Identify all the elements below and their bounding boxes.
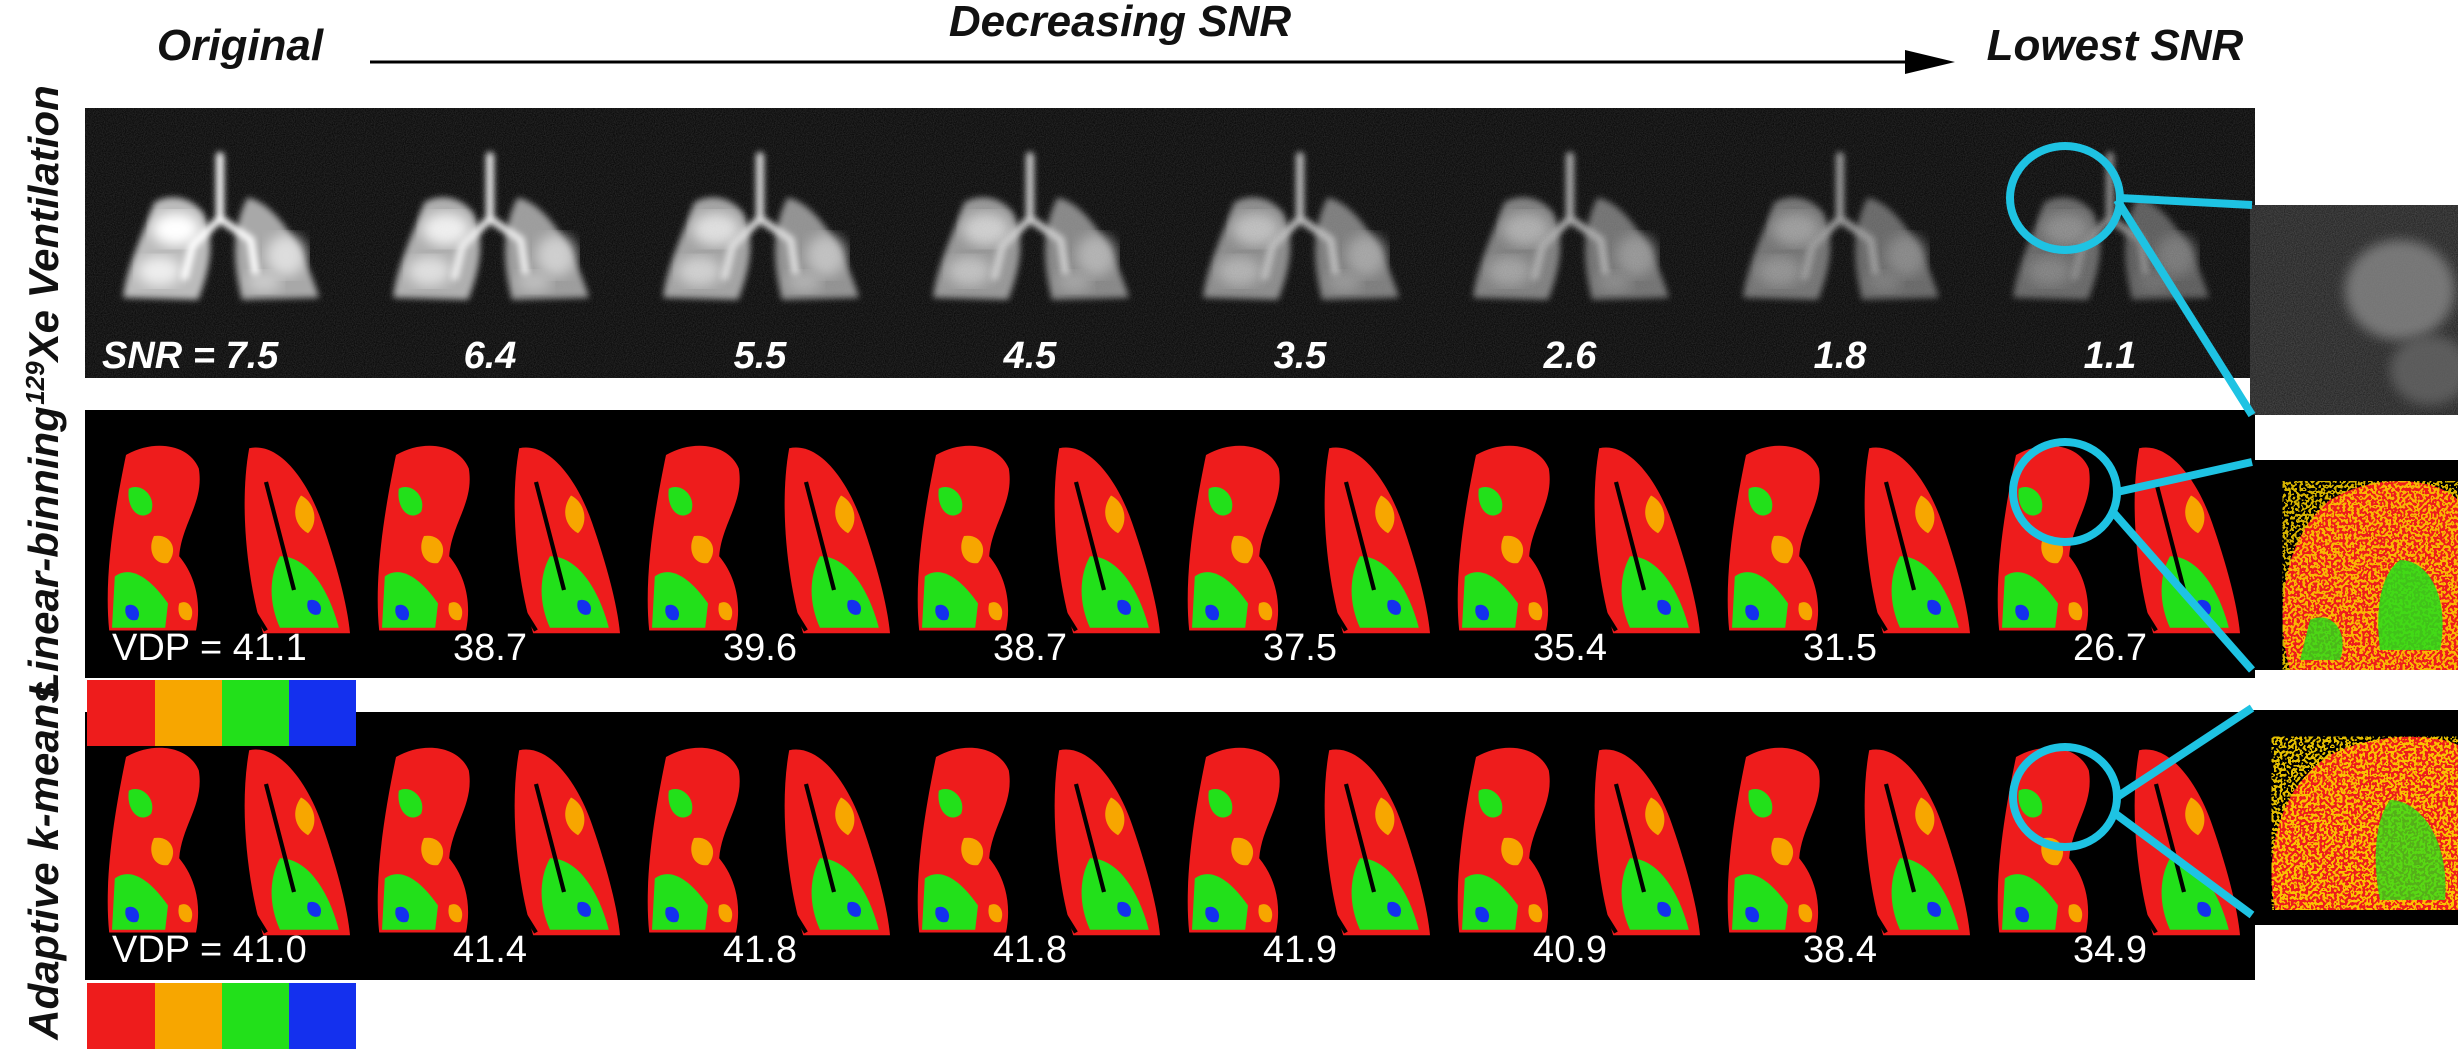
colorbar-red-swatch: [87, 983, 155, 1049]
snr-value: 6.4: [464, 335, 517, 377]
header-decreasing-snr: Decreasing SNR: [949, 0, 1292, 46]
snr-value: 3.5: [1274, 335, 1328, 377]
row-label-adaptive-kmeans: Adaptive k-means: [20, 680, 67, 1040]
vdp-value: 34.9: [2073, 929, 2147, 971]
linear-cell: 38.7: [918, 446, 1160, 669]
vdp-value: 38.7: [453, 627, 527, 669]
vdp-value: 38.7: [993, 627, 1067, 669]
kmeans-cell: 41.8: [648, 748, 890, 971]
row-label-linear-binning: Linear-binning: [20, 406, 67, 698]
linear-cell: 38.7: [378, 446, 620, 669]
colorbar-linear: [87, 680, 356, 746]
snr-value: SNR = 7.5: [102, 335, 279, 377]
linear-binning-panel: VDP = 41.1 38.7 39.6 38.7 37.5 35.4 31.5 26.7: [85, 410, 2255, 678]
linear-cell: 31.5: [1728, 446, 1970, 669]
colorbar-orange-swatch: [155, 983, 222, 1049]
linear-cell: 26.7: [1998, 446, 2240, 669]
ventilation-panel: SNR = 7.5 6.4 5.5 4.5 3.5 2.6 1.8 1.1: [85, 108, 2255, 378]
snr-value: 1.1: [2084, 335, 2137, 377]
vdp-value: 31.5: [1803, 627, 1877, 669]
highlight-connectors: [2006, 142, 2256, 919]
ventilation-cell: 5.5: [663, 156, 859, 377]
vdp-value: 41.9: [1263, 929, 1337, 971]
vdp-value: 39.6: [723, 627, 797, 669]
zoom-inset-ventilation: [2250, 205, 2458, 415]
vdp-value: 37.5: [1263, 627, 1337, 669]
linear-cell: VDP = 41.1: [108, 446, 350, 669]
zoom-inset-kmeans: [2250, 710, 2458, 925]
label-text: Xe Ventilation: [20, 85, 67, 363]
colorbar-green-swatch: [222, 983, 289, 1049]
colorbar-red-swatch: [87, 680, 155, 746]
kmeans-cell: 41.8: [918, 748, 1160, 971]
vdp-value: 41.8: [723, 929, 797, 971]
snr-value: 5.5: [734, 335, 788, 377]
snr-value: 1.8: [1814, 335, 1868, 377]
ventilation-cell: 3.5: [1203, 156, 1399, 377]
snr-value: 4.5: [1003, 335, 1058, 377]
kmeans-cell: 41.9: [1188, 748, 1430, 971]
vdp-value: 41.4: [453, 929, 527, 971]
right-arrow-icon: [370, 50, 1955, 74]
header-original: Original: [157, 21, 324, 70]
kmeans-cell: 41.4: [378, 748, 620, 971]
header-lowest-snr: Lowest SNR: [1987, 21, 2244, 70]
vdp-value: 41.8: [993, 929, 1067, 971]
row-label-ventilation: 129Xe Ventilation: [20, 85, 67, 405]
kmeans-cell: 34.9: [1998, 748, 2240, 971]
label-superscript: 129: [20, 361, 50, 405]
colorbar-blue-swatch: [289, 680, 356, 746]
ventilation-cell: SNR = 7.5: [102, 156, 319, 377]
kmeans-cell: VDP = 41.0: [108, 748, 350, 971]
vdp-value: 38.4: [1803, 929, 1877, 971]
ventilation-cell: 1.1: [2013, 156, 2209, 377]
linear-cell: 39.6: [648, 446, 890, 669]
vdp-value: VDP = 41.0: [112, 929, 307, 971]
vdp-value: 26.7: [2073, 627, 2147, 669]
kmeans-cell: 40.9: [1458, 748, 1700, 971]
snr-value: 2.6: [1543, 335, 1598, 377]
vdp-value: VDP = 41.1: [112, 627, 307, 669]
vdp-value: 40.9: [1533, 929, 1607, 971]
ventilation-cell: 2.6: [1473, 156, 1669, 377]
zoom-inset-linear: [2250, 460, 2458, 670]
colorbar-kmeans: [87, 983, 356, 1049]
ventilation-cell: 1.8: [1743, 156, 1939, 377]
vdp-value: 35.4: [1533, 627, 1607, 669]
kmeans-cell: 38.4: [1728, 748, 1970, 971]
ventilation-cell: 4.5: [933, 156, 1129, 377]
colorbar-green-swatch: [222, 680, 289, 746]
linear-cell: 35.4: [1458, 446, 1700, 669]
linear-cell: 37.5: [1188, 446, 1430, 669]
ventilation-cell: 6.4: [393, 156, 589, 377]
kmeans-panel: VDP = 41.0 41.4 41.8 41.8 41.9 40.9 38.4 34.9: [85, 712, 2255, 980]
colorbar-blue-swatch: [289, 983, 356, 1049]
colorbar-orange-swatch: [155, 680, 222, 746]
